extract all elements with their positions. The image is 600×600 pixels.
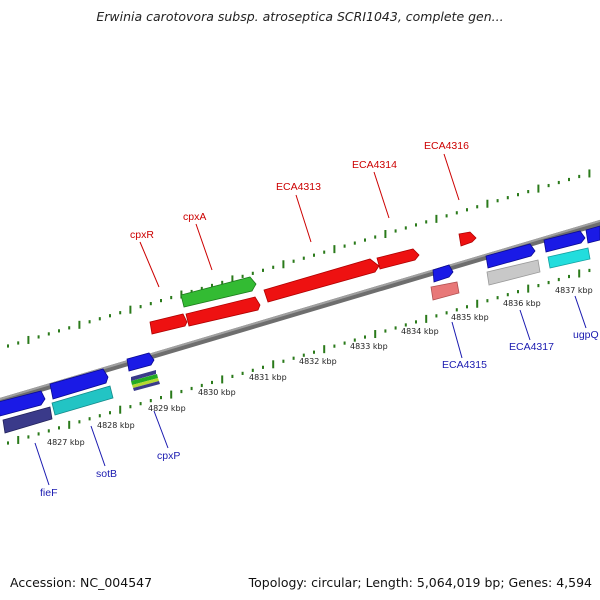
map-title: Erwinia carotovora subsp. atroseptica SC… bbox=[96, 9, 504, 24]
kbp-label: 4835 kbp bbox=[451, 313, 489, 322]
label-callout-lines bbox=[34, 153, 587, 486]
callout-ECA4317 bbox=[519, 309, 531, 341]
kbp-scale-labels: 4827 kbp 4828 kbp 4829 kbp 4830 kbp 4831… bbox=[47, 286, 593, 447]
gene-label-cpxP[interactable]: cpxP bbox=[157, 450, 180, 462]
gene-feature-fieF[interactable] bbox=[2, 406, 53, 434]
gene-feature-0[interactable] bbox=[0, 390, 46, 417]
kbp-label: 4828 kbp bbox=[97, 421, 135, 430]
gene-label-ECA4315[interactable]: ECA4315 bbox=[442, 359, 487, 371]
callout-ECA4315 bbox=[451, 321, 463, 359]
gene-feature-ECA4315-top[interactable] bbox=[432, 264, 454, 283]
gene-label-cpxA[interactable]: cpxA bbox=[183, 211, 206, 223]
callout-sotB bbox=[90, 425, 106, 467]
kbp-label: 4834 kbp bbox=[401, 327, 439, 336]
gene-feature-ugpQ[interactable] bbox=[547, 247, 591, 269]
gene-feature-sotB-top[interactable] bbox=[49, 368, 109, 400]
gene-feature-cpxP[interactable] bbox=[131, 370, 160, 391]
gene-feature-ugpQ-top[interactable] bbox=[543, 230, 586, 253]
gene-feature-cpxA[interactable] bbox=[180, 276, 257, 308]
callout-fieF bbox=[34, 442, 50, 486]
gene-label-ECA4317[interactable]: ECA4317 bbox=[509, 341, 554, 353]
gene-feature-cpxA-lower[interactable] bbox=[185, 296, 261, 327]
gene-label-ugpQ[interactable]: ugpQ bbox=[573, 329, 599, 341]
gene-label-ECA4316[interactable]: ECA4316 bbox=[424, 140, 469, 152]
gene-label-fieF[interactable]: fieF bbox=[40, 487, 58, 499]
gene-feature-edge[interactable] bbox=[585, 225, 600, 244]
gene-feature-ECA4313[interactable] bbox=[263, 258, 380, 303]
gene-feature-1[interactable] bbox=[149, 313, 188, 335]
gene-feature-cpxP-top[interactable] bbox=[126, 352, 155, 372]
kbp-label: 4832 kbp bbox=[299, 357, 337, 366]
gene-feature-ECA4317[interactable] bbox=[486, 259, 541, 286]
kbp-label: 4837 kbp bbox=[555, 286, 593, 295]
accession-text: Accession: NC_004547 bbox=[10, 575, 153, 590]
gene-feature-ECA4314[interactable] bbox=[376, 248, 420, 270]
gene-feature-ECA4315[interactable] bbox=[430, 281, 460, 301]
tick-row-lower bbox=[7, 268, 591, 445]
gene-labels-lower: fieF sotB cpxP ECA4315 ECA4317 ugpQ bbox=[40, 329, 599, 499]
kbp-label: 4827 kbp bbox=[47, 438, 85, 447]
callout-ECA4313 bbox=[295, 194, 312, 243]
callout-ECA4316 bbox=[443, 153, 460, 201]
upper-strand-genes bbox=[149, 231, 477, 335]
callout-cpxA bbox=[195, 223, 213, 271]
gene-label-cpxR[interactable]: cpxR bbox=[130, 229, 154, 241]
kbp-label: 4831 kbp bbox=[249, 373, 287, 382]
kbp-label: 4833 kbp bbox=[350, 342, 388, 351]
lower-strand-genes bbox=[0, 225, 600, 434]
gene-label-ECA4313[interactable]: ECA4313 bbox=[276, 181, 321, 193]
gene-label-ECA4314[interactable]: ECA4314 bbox=[352, 159, 397, 171]
kbp-label: 4836 kbp bbox=[503, 299, 541, 308]
callout-ECA4314 bbox=[373, 171, 390, 219]
gene-feature-sotB[interactable] bbox=[51, 385, 114, 416]
genome-summary-text: Topology: circular; Length: 5,064,019 bp… bbox=[248, 575, 592, 590]
kbp-label: 4830 kbp bbox=[198, 388, 236, 397]
kbp-label: 4829 kbp bbox=[148, 404, 186, 413]
gene-feature-ECA4316[interactable] bbox=[458, 231, 477, 247]
gene-labels-upper: cpxR cpxA ECA4313 ECA4314 ECA4316 bbox=[130, 140, 469, 241]
gene-label-sotB[interactable]: sotB bbox=[96, 468, 117, 480]
callout-ugpQ bbox=[574, 295, 587, 329]
callout-cpxP bbox=[153, 410, 169, 449]
callout-cpxR bbox=[139, 241, 160, 288]
gene-feature-ECA4317-top[interactable] bbox=[485, 243, 536, 269]
